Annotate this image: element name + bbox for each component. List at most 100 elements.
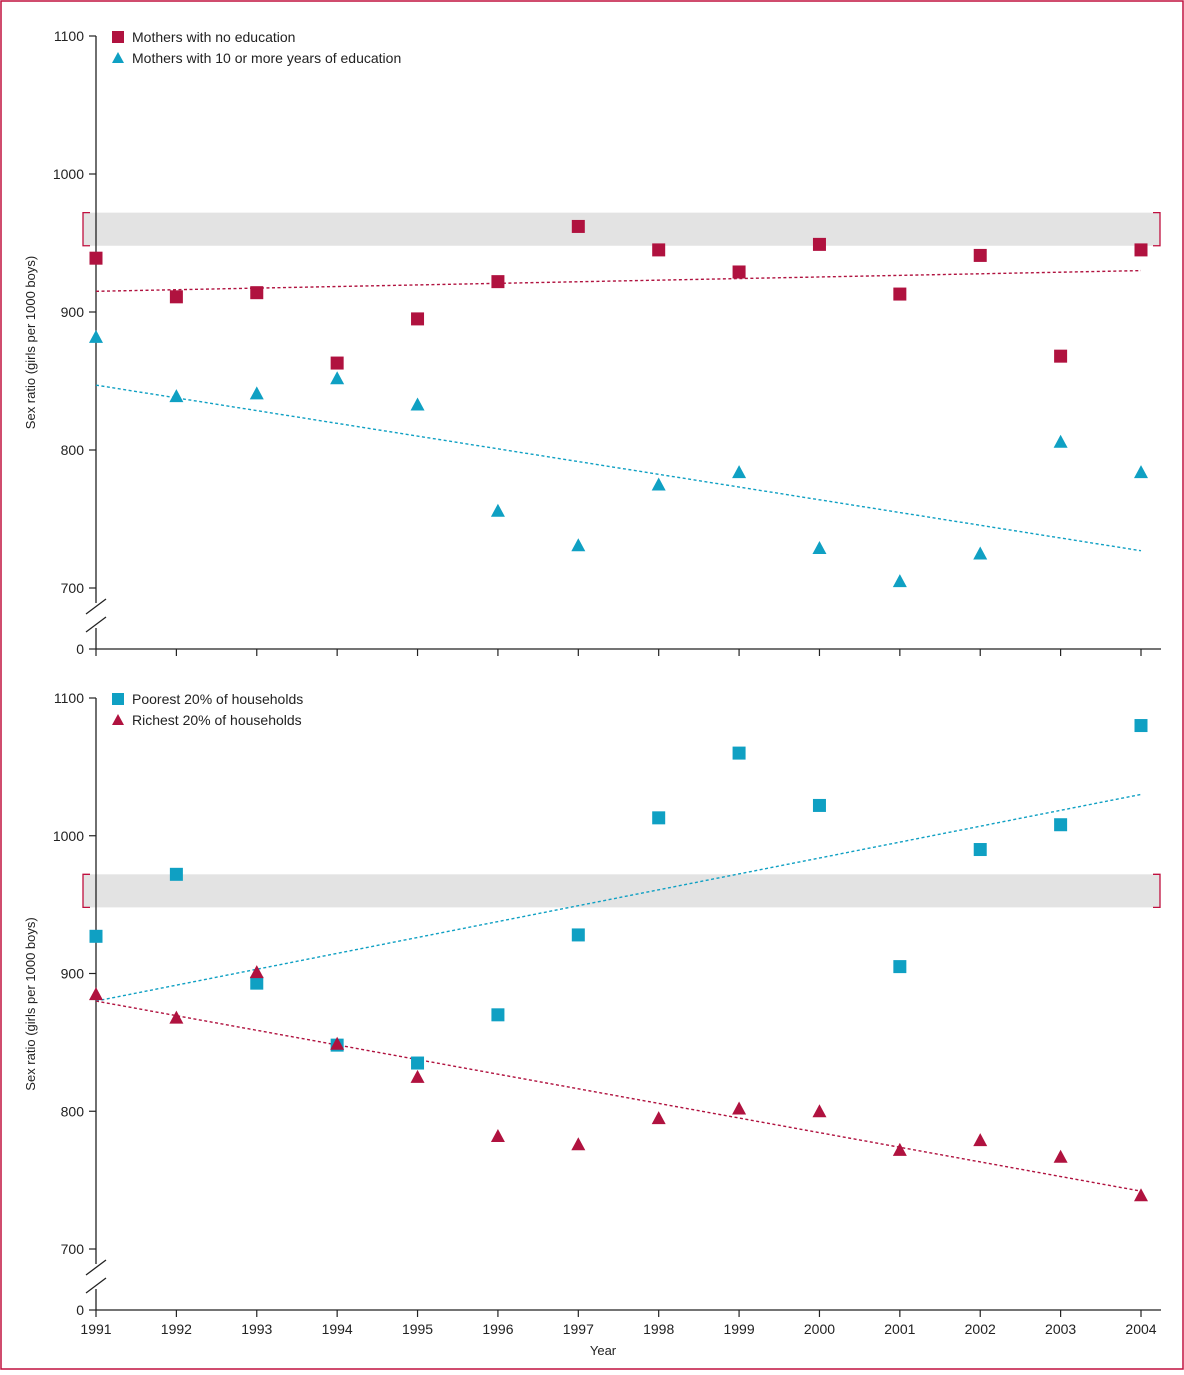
axis-break-mark (85, 1277, 107, 1294)
data-point-square (1134, 719, 1148, 733)
data-point-triangle (812, 1104, 827, 1118)
data-point-square (491, 1008, 505, 1022)
legend-label: Mothers with 10 or more years of educati… (132, 50, 401, 66)
data-point-triangle (490, 1129, 505, 1143)
x-tick-label: 1998 (643, 1321, 674, 1337)
data-point-square (652, 811, 666, 825)
x-tick-label: 1995 (402, 1321, 433, 1337)
x-tick-label: 2001 (884, 1321, 915, 1337)
y-tick-label: 0 (76, 1302, 84, 1318)
data-point-triangle (651, 477, 666, 491)
reference-band (83, 212, 1160, 246)
data-point-square (1054, 349, 1068, 363)
x-tick-label: 1997 (563, 1321, 594, 1337)
data-point-triangle (330, 371, 345, 385)
data-point-triangle (892, 574, 907, 588)
y-axis-title: Sex ratio (girls per 1000 boys) (23, 256, 38, 429)
data-point-triangle (1053, 1149, 1068, 1163)
data-point-square (571, 219, 585, 233)
x-tick-label: 1993 (241, 1321, 272, 1337)
data-point-triangle (651, 1111, 666, 1125)
data-point-triangle (89, 329, 103, 343)
x-tick-label: 2004 (1125, 1321, 1156, 1337)
band-bracket-right (1153, 211, 1161, 247)
data-point-triangle (892, 1142, 907, 1156)
axis-break-mark (85, 616, 107, 633)
legend-triangle-icon (112, 52, 124, 63)
y-tick-label: 1000 (53, 828, 84, 844)
legend-label: Mothers with no education (132, 29, 295, 45)
chart-panel-2: 1991 1992 1993 1994 1995 1996 1997 1998 1999 2000… (23, 690, 1161, 1337)
trend-line (95, 1000, 1142, 1192)
data-point-square (652, 243, 666, 257)
data-point-square (411, 1056, 425, 1070)
data-point-square (411, 312, 425, 326)
band-bracket-right (1153, 873, 1161, 909)
y-tick-label: 800 (61, 1103, 85, 1119)
data-point-triangle (410, 1069, 425, 1083)
data-point-square (732, 265, 746, 279)
y-tick-label: 900 (61, 304, 85, 320)
y-tick-label: 1000 (53, 166, 84, 182)
data-point-triangle (973, 1133, 988, 1147)
reference-band (83, 874, 1160, 908)
y-tick-label: 700 (61, 1241, 85, 1257)
trend-line (95, 269, 1142, 292)
data-point-square (732, 746, 746, 760)
data-point-square (491, 275, 505, 289)
band-bracket-left (82, 873, 90, 909)
y-tick-label: 1100 (54, 690, 84, 706)
legend-label: Richest 20% of households (132, 712, 302, 728)
trend-line (95, 384, 1142, 552)
y-axis-title: Sex ratio (girls per 1000 boys) (23, 917, 38, 1090)
data-point-square (571, 928, 585, 942)
legend-label: Poorest 20% of households (132, 691, 303, 707)
data-point-triangle (1053, 434, 1068, 448)
y-tick-label: 1100 (54, 28, 84, 44)
axis-break-mark (85, 598, 107, 615)
y-tick-label: 700 (61, 580, 85, 596)
x-tick-label: 1994 (322, 1321, 353, 1337)
data-point-triangle (169, 1010, 184, 1024)
y-tick-label: 800 (61, 442, 85, 458)
y-tick-label: 900 (61, 966, 85, 982)
x-axis-title: Year (590, 1343, 617, 1358)
x-tick-label: 1996 (482, 1321, 513, 1337)
x-tick-label: 1992 (161, 1321, 192, 1337)
data-point-triangle (732, 465, 747, 479)
data-point-square (812, 798, 826, 812)
data-point-square (1054, 818, 1068, 832)
data-point-square (973, 248, 987, 262)
data-point-triangle (490, 503, 505, 517)
x-tick-label: 1991 (80, 1321, 111, 1337)
data-point-triangle (1134, 1188, 1148, 1202)
data-point-triangle (330, 1036, 345, 1050)
data-point-triangle (571, 1137, 586, 1151)
data-point-triangle (571, 538, 586, 552)
data-point-square (89, 929, 103, 943)
data-point-square (330, 356, 344, 370)
data-point-triangle (169, 389, 184, 403)
axis-break-mark (85, 1259, 107, 1276)
band-bracket-left (82, 211, 90, 247)
legend-square-icon (112, 31, 124, 43)
data-point-square (973, 843, 987, 857)
trend-line (95, 793, 1142, 1002)
x-tick-label: 2003 (1045, 1321, 1076, 1337)
data-point-square (893, 287, 907, 301)
x-tick-label: 1999 (723, 1321, 754, 1337)
chart-panel-1: 0 700 800 900 1000 1100 Sex ratio (girls per 1… (23, 28, 1161, 657)
x-tick-label: 2000 (804, 1321, 835, 1337)
legend-triangle-icon (112, 714, 124, 725)
data-point-triangle (410, 397, 425, 411)
data-point-square (169, 867, 183, 881)
data-point-triangle (89, 987, 103, 1001)
data-point-triangle (1134, 465, 1148, 479)
data-point-square (169, 290, 183, 304)
data-point-square (1134, 243, 1148, 257)
data-point-triangle (249, 965, 264, 979)
data-point-square (812, 237, 826, 251)
